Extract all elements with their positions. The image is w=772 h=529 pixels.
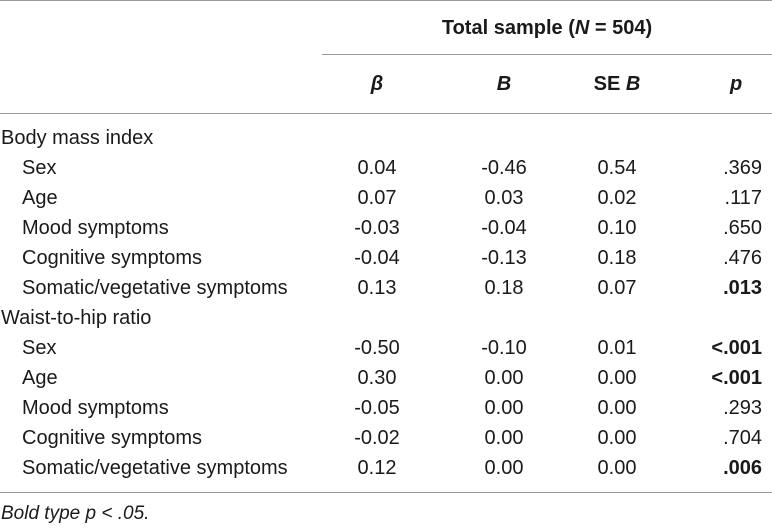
column-header-beta: β bbox=[370, 73, 384, 95]
group-header-prefix: Total sample ( bbox=[441, 17, 575, 39]
beta-cell: 0.04 bbox=[357, 157, 397, 179]
se-b-cell: 0.54 bbox=[597, 157, 637, 179]
b-cell: 0.00 bbox=[484, 367, 524, 389]
table-footnote: Bold type p < .05. bbox=[1, 503, 150, 524]
p-value-cell: .117 bbox=[724, 187, 762, 209]
row-label: Age bbox=[22, 367, 58, 389]
b-cell: 0.00 bbox=[484, 457, 524, 479]
se-b-cell: 0.00 bbox=[597, 457, 637, 479]
beta-cell: -0.04 bbox=[354, 247, 400, 269]
se-b-cell: 0.00 bbox=[597, 367, 637, 389]
row-label: Sex bbox=[22, 157, 57, 179]
se-b-cell: 0.00 bbox=[597, 397, 637, 419]
b-cell: 0.00 bbox=[484, 427, 524, 449]
beta-cell: 0.13 bbox=[357, 277, 397, 299]
se-b-cell: 0.07 bbox=[597, 277, 637, 299]
beta-cell: 0.07 bbox=[357, 187, 397, 209]
b-cell: -0.10 bbox=[481, 337, 527, 359]
p-value-cell: .650 bbox=[723, 217, 762, 239]
se-b-cell: 0.00 bbox=[597, 427, 637, 449]
se-b-cell: 0.18 bbox=[597, 247, 637, 269]
row-label: Cognitive symptoms bbox=[22, 247, 203, 269]
se-b-cell: 0.01 bbox=[597, 337, 637, 359]
row-label: Cognitive symptoms bbox=[22, 427, 203, 449]
section-label: Body mass index bbox=[1, 127, 154, 149]
row-label: Mood symptoms bbox=[22, 217, 169, 239]
row-label: Age bbox=[22, 187, 58, 209]
table-top-rule bbox=[0, 0, 772, 1]
column-header-se-b: SE B bbox=[594, 72, 641, 96]
p-value-cell: <.001 bbox=[711, 337, 762, 359]
p-value-cell: .013 bbox=[723, 277, 762, 299]
beta-cell: -0.05 bbox=[354, 397, 400, 419]
section-label: Waist-to-hip ratio bbox=[1, 307, 152, 329]
column-header-b: B bbox=[496, 73, 512, 95]
group-header-n-symbol: N bbox=[574, 17, 590, 39]
beta-cell: -0.03 bbox=[354, 217, 400, 239]
group-header-suffix: = 504) bbox=[589, 17, 653, 39]
beta-cell: -0.02 bbox=[354, 427, 400, 449]
b-cell: 0.18 bbox=[484, 277, 524, 299]
p-value-cell: .704 bbox=[723, 427, 762, 449]
b-cell: -0.46 bbox=[481, 157, 527, 179]
b-cell: -0.13 bbox=[481, 247, 527, 269]
se-b-cell: 0.10 bbox=[597, 217, 637, 239]
group-header-rule bbox=[322, 54, 772, 55]
table-bottom-rule bbox=[0, 492, 772, 493]
beta-cell: 0.12 bbox=[357, 457, 397, 479]
row-label: Mood symptoms bbox=[22, 397, 169, 419]
p-value-cell: <.001 bbox=[711, 367, 762, 389]
b-cell: 0.00 bbox=[484, 397, 524, 419]
beta-cell: 0.30 bbox=[357, 367, 397, 389]
column-header-se-prefix: SE bbox=[593, 73, 626, 95]
b-cell: -0.04 bbox=[481, 217, 527, 239]
p-value-cell: .006 bbox=[723, 457, 762, 479]
row-label: Somatic/vegetative symptoms bbox=[22, 277, 288, 299]
p-value-cell: .293 bbox=[723, 397, 762, 419]
row-label: Somatic/vegetative symptoms bbox=[22, 457, 288, 479]
column-header-rule bbox=[0, 113, 772, 114]
column-header-se-b-symbol: B bbox=[625, 73, 641, 95]
se-b-cell: 0.02 bbox=[597, 187, 637, 209]
beta-cell: -0.50 bbox=[354, 337, 400, 359]
column-header-p: p bbox=[730, 73, 743, 95]
row-label: Sex bbox=[22, 337, 57, 359]
b-cell: 0.03 bbox=[484, 187, 524, 209]
p-value-cell: .476 bbox=[723, 247, 762, 269]
group-header-total-sample: Total sample (N = 504) bbox=[442, 16, 652, 40]
p-value-cell: .369 bbox=[723, 157, 762, 179]
